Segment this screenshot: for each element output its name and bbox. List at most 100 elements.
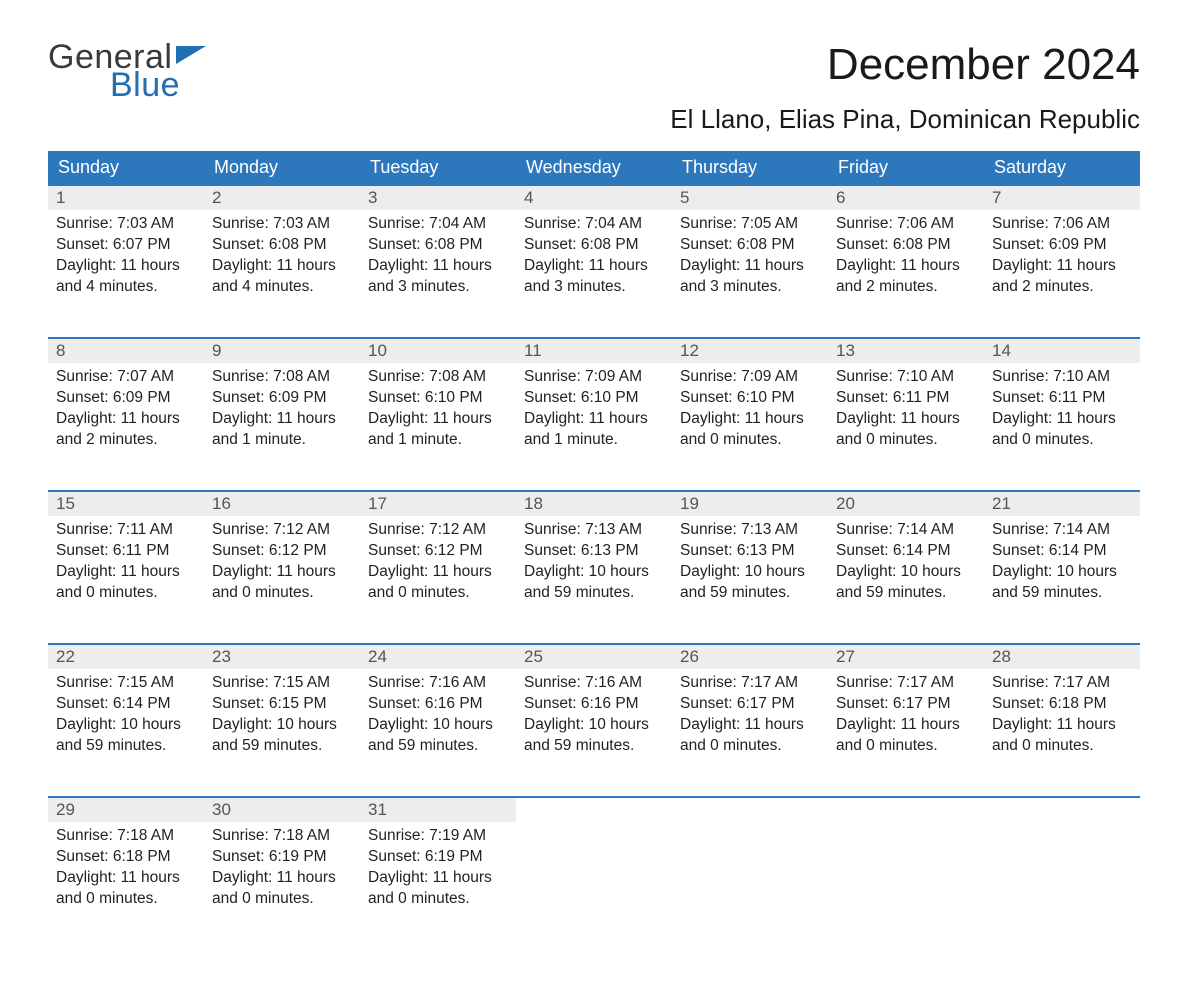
daylight-text-2: and 3 minutes. <box>680 277 820 298</box>
day-content-cell: Sunrise: 7:05 AMSunset: 6:08 PMDaylight:… <box>672 210 828 338</box>
day-content-row: Sunrise: 7:03 AMSunset: 6:07 PMDaylight:… <box>48 210 1140 338</box>
day-number: 17 <box>368 494 387 513</box>
sunrise-text: Sunrise: 7:04 AM <box>368 214 508 235</box>
sunrise-text: Sunrise: 7:06 AM <box>992 214 1132 235</box>
sunset-text: Sunset: 6:08 PM <box>212 235 352 256</box>
daylight-text-1: Daylight: 11 hours <box>680 256 820 277</box>
day-content-cell: Sunrise: 7:12 AMSunset: 6:12 PMDaylight:… <box>204 516 360 644</box>
day-content-cell: Sunrise: 7:12 AMSunset: 6:12 PMDaylight:… <box>360 516 516 644</box>
daylight-text-2: and 59 minutes. <box>212 736 352 757</box>
day-number-cell: 18 <box>516 491 672 516</box>
sunrise-text: Sunrise: 7:09 AM <box>524 367 664 388</box>
sunset-text: Sunset: 6:17 PM <box>836 694 976 715</box>
sunrise-text: Sunrise: 7:06 AM <box>836 214 976 235</box>
sunset-text: Sunset: 6:16 PM <box>524 694 664 715</box>
day-content-cell: Sunrise: 7:14 AMSunset: 6:14 PMDaylight:… <box>984 516 1140 644</box>
day-content-cell: Sunrise: 7:08 AMSunset: 6:09 PMDaylight:… <box>204 363 360 491</box>
day-number: 6 <box>836 188 845 207</box>
daylight-text-1: Daylight: 10 hours <box>680 562 820 583</box>
daylight-text-1: Daylight: 11 hours <box>56 562 196 583</box>
day-number: 20 <box>836 494 855 513</box>
day-number-row: 22232425262728 <box>48 644 1140 669</box>
sunrise-text: Sunrise: 7:18 AM <box>56 826 196 847</box>
daylight-text-2: and 2 minutes. <box>992 277 1132 298</box>
day-number: 18 <box>524 494 543 513</box>
day-number: 2 <box>212 188 221 207</box>
day-number: 5 <box>680 188 689 207</box>
sunrise-text: Sunrise: 7:16 AM <box>524 673 664 694</box>
weekday-header: Wednesday <box>516 151 672 185</box>
daylight-text-1: Daylight: 11 hours <box>368 256 508 277</box>
daylight-text-2: and 0 minutes. <box>992 736 1132 757</box>
day-number-cell: 1 <box>48 185 204 210</box>
sunrise-text: Sunrise: 7:15 AM <box>212 673 352 694</box>
day-number-cell: 21 <box>984 491 1140 516</box>
sunset-text: Sunset: 6:09 PM <box>212 388 352 409</box>
daylight-text-1: Daylight: 11 hours <box>992 715 1132 736</box>
daylight-text-1: Daylight: 11 hours <box>212 562 352 583</box>
day-content-cell: Sunrise: 7:04 AMSunset: 6:08 PMDaylight:… <box>360 210 516 338</box>
day-number-cell: 14 <box>984 338 1140 363</box>
day-content-cell: Sunrise: 7:09 AMSunset: 6:10 PMDaylight:… <box>516 363 672 491</box>
day-number: 3 <box>368 188 377 207</box>
daylight-text-1: Daylight: 11 hours <box>56 409 196 430</box>
weekday-header: Thursday <box>672 151 828 185</box>
daylight-text-1: Daylight: 11 hours <box>368 868 508 889</box>
day-number: 7 <box>992 188 1001 207</box>
day-content-cell: Sunrise: 7:08 AMSunset: 6:10 PMDaylight:… <box>360 363 516 491</box>
day-content-cell <box>984 822 1140 950</box>
daylight-text-1: Daylight: 11 hours <box>524 409 664 430</box>
sunrise-text: Sunrise: 7:03 AM <box>56 214 196 235</box>
daylight-text-1: Daylight: 10 hours <box>524 562 664 583</box>
day-number: 9 <box>212 341 221 360</box>
day-number: 12 <box>680 341 699 360</box>
daylight-text-2: and 4 minutes. <box>56 277 196 298</box>
day-number-row: 15161718192021 <box>48 491 1140 516</box>
sunset-text: Sunset: 6:12 PM <box>368 541 508 562</box>
logo-word-blue: Blue <box>110 68 206 102</box>
weekday-header: Sunday <box>48 151 204 185</box>
sunset-text: Sunset: 6:15 PM <box>212 694 352 715</box>
daylight-text-2: and 59 minutes. <box>680 583 820 604</box>
sunset-text: Sunset: 6:09 PM <box>56 388 196 409</box>
day-number-cell <box>672 797 828 822</box>
day-content-cell <box>516 822 672 950</box>
sunset-text: Sunset: 6:13 PM <box>524 541 664 562</box>
daylight-text-2: and 59 minutes. <box>836 583 976 604</box>
title-block: December 2024 El Llano, Elias Pina, Domi… <box>670 40 1140 135</box>
daylight-text-2: and 59 minutes. <box>524 583 664 604</box>
day-number-cell: 10 <box>360 338 516 363</box>
daylight-text-2: and 1 minute. <box>212 430 352 451</box>
day-number-cell: 5 <box>672 185 828 210</box>
daylight-text-1: Daylight: 10 hours <box>836 562 976 583</box>
day-number: 29 <box>56 800 75 819</box>
day-number-cell: 29 <box>48 797 204 822</box>
day-number-cell: 2 <box>204 185 360 210</box>
day-content-cell: Sunrise: 7:18 AMSunset: 6:18 PMDaylight:… <box>48 822 204 950</box>
day-number-cell: 9 <box>204 338 360 363</box>
day-number-cell: 19 <box>672 491 828 516</box>
daylight-text-2: and 0 minutes. <box>56 583 196 604</box>
day-content-cell: Sunrise: 7:10 AMSunset: 6:11 PMDaylight:… <box>828 363 984 491</box>
day-content-cell: Sunrise: 7:03 AMSunset: 6:08 PMDaylight:… <box>204 210 360 338</box>
sunrise-text: Sunrise: 7:17 AM <box>992 673 1132 694</box>
day-content-cell: Sunrise: 7:07 AMSunset: 6:09 PMDaylight:… <box>48 363 204 491</box>
day-content-cell: Sunrise: 7:11 AMSunset: 6:11 PMDaylight:… <box>48 516 204 644</box>
daylight-text-2: and 0 minutes. <box>56 889 196 910</box>
sunrise-text: Sunrise: 7:07 AM <box>56 367 196 388</box>
day-content-cell: Sunrise: 7:17 AMSunset: 6:17 PMDaylight:… <box>828 669 984 797</box>
sunrise-text: Sunrise: 7:16 AM <box>368 673 508 694</box>
day-number: 28 <box>992 647 1011 666</box>
daylight-text-2: and 0 minutes. <box>368 889 508 910</box>
day-content-cell: Sunrise: 7:03 AMSunset: 6:07 PMDaylight:… <box>48 210 204 338</box>
daylight-text-2: and 59 minutes. <box>524 736 664 757</box>
sunrise-text: Sunrise: 7:13 AM <box>524 520 664 541</box>
sunset-text: Sunset: 6:18 PM <box>992 694 1132 715</box>
day-number-cell <box>984 797 1140 822</box>
daylight-text-1: Daylight: 10 hours <box>56 715 196 736</box>
daylight-text-1: Daylight: 10 hours <box>992 562 1132 583</box>
day-number: 11 <box>524 341 542 360</box>
day-content-cell <box>828 822 984 950</box>
sunset-text: Sunset: 6:17 PM <box>680 694 820 715</box>
sunrise-text: Sunrise: 7:13 AM <box>680 520 820 541</box>
